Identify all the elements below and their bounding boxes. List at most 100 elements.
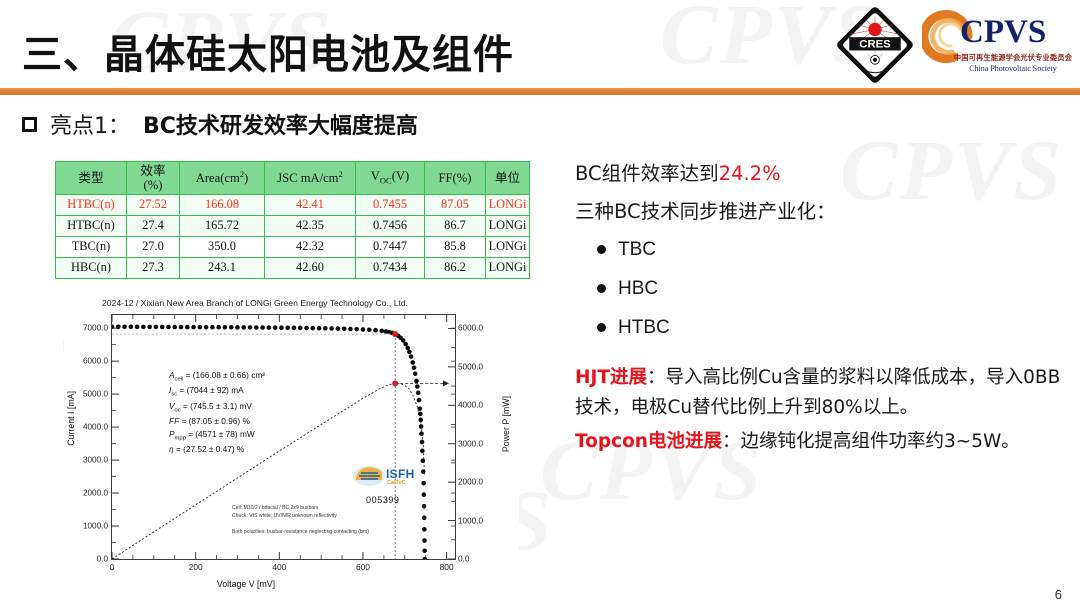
chart-x-axis-label: Voltage V [mV] [216, 579, 276, 589]
y-tick-label: 6000.0 [82, 356, 108, 366]
col-area: Area(cm2) [179, 161, 265, 195]
table-body: HTBC(n) 27.52 166.08 42.41 0.7455 87.05 LONGi H… [55, 194, 530, 279]
chart-parameter-block: Acell = (166.08 ± 0.66) cm² Isc = (7044 ±… [169, 369, 265, 456]
y2-tick-label: 1000.0 [458, 516, 484, 526]
bullet-dot-icon [597, 323, 606, 333]
bc-tech-label: HBC [618, 277, 659, 299]
topcon-text: ：边缘钝化提高组件功率约3~5W。 [721, 430, 1020, 452]
col-voc: VOC(V) [355, 161, 425, 195]
bullet-dot-icon [597, 245, 606, 255]
bc-tech-intro: 三种BC技术同步推进产业化： [575, 200, 836, 224]
cell-type: HBC(n) [55, 257, 127, 279]
cell-type: TBC(n) [55, 236, 127, 258]
heading-text: BC技术研发效率大幅度提高 [143, 114, 418, 139]
x-tick-label: 800 [439, 562, 454, 572]
cell-type: HTBC(n) [55, 215, 127, 237]
cell-jsc: 42.60 [264, 257, 356, 279]
y2-tick-label: 4000.0 [458, 400, 484, 410]
x-tick-label: 600 [355, 562, 370, 572]
bc-tech-label: TBC [618, 238, 656, 260]
cell-jsc: 42.32 [264, 236, 356, 258]
cell-ff: 85.8 [424, 236, 486, 258]
cell-voc: 0.7447 [355, 236, 425, 258]
y2-tick-label: 3000.0 [458, 439, 484, 449]
y-tick-label: 0.0 [96, 554, 108, 564]
module-efficiency-prefix: BC组件效率达到 [575, 162, 719, 185]
hjt-label: HJT进展 [575, 366, 647, 388]
cell-voc: 0.7455 [355, 194, 425, 216]
cell-voc: 0.7434 [355, 257, 425, 279]
cell-type: HTBC(n) [55, 194, 127, 216]
cell-eff: 27.0 [126, 236, 180, 258]
bc-tech-item: HBC [597, 278, 1065, 300]
cell-unit: LONGi [485, 236, 530, 258]
cpvs-logo-icon: CPVS 中国可再生能源学会光伏专业委员会 China Photovoltaic… [919, 8, 1072, 82]
cell-area: 243.1 [179, 257, 265, 279]
header-divider [0, 88, 1080, 95]
chart-parameter: Pmpp = (4571 ± 78) mW [169, 428, 255, 442]
module-efficiency-line: BC组件效率达到24.2% [575, 162, 1065, 186]
chart-parameter: η = (27.52 ± 0.47) % [169, 444, 245, 455]
cell-eff: 27.52 [126, 194, 180, 216]
right-content-panel: BC组件效率达到24.2% 三种BC技术同步推进产业化： TBC HBC HTBC … [575, 162, 1065, 457]
y2-tick-label: 2000.0 [458, 477, 484, 487]
cell-voc: 0.7456 [355, 215, 425, 237]
logo-group: CRES CPVS [836, 6, 1072, 84]
page-title: 三、晶体硅太阳电池及组件 [22, 32, 514, 78]
y-tick-label: 2000.0 [82, 488, 108, 498]
col-unit: 单位 [485, 161, 530, 195]
y-tick-label: 4000.0 [82, 422, 108, 432]
cell-ff: 86.7 [424, 215, 486, 237]
table-header-row: 类型 效率 (%) Area(cm2) JSC mA/cm2 VOC(V) FF(… [55, 161, 530, 195]
table-row: HTBC(n) 27.52 166.08 42.41 0.7455 87.05 LONGi [55, 194, 530, 216]
iv-chart: 2024-12 / Xixian New Area Branch of LONG… [64, 296, 519, 596]
chart-parameter: Isc = (7044 ± 92) mA [169, 385, 244, 399]
performance-table: 类型 效率 (%) Area(cm2) JSC mA/cm2 VOC(V) FF(… [55, 161, 530, 279]
isfh-sub: CalTeC [387, 480, 406, 486]
heading-prefix: 亮点1： [50, 114, 130, 139]
chart-canvas [109, 315, 455, 562]
y-tick-label: 1000.0 [82, 521, 108, 531]
chart-title: 2024-12 / Xixian New Area Branch of LONG… [102, 298, 409, 308]
topcon-paragraph: Topcon电池进展：边缘钝化提高组件功率约3~5W。 [575, 427, 1065, 457]
cres-logo-icon: CRES [836, 6, 914, 84]
chart-serial-number: 005399 [366, 495, 400, 505]
y2-tick-label: 6000.0 [458, 323, 484, 333]
performance-table-wrap: 类型 效率 (%) Area(cm2) JSC mA/cm2 VOC(V) FF(… [55, 161, 530, 279]
col-type: 类型 [55, 161, 127, 195]
page-number: 6 [1054, 587, 1062, 602]
table-row: HTBC(n) 27.4 165.72 42.35 0.7456 86.7 LONGi [55, 215, 530, 237]
section-heading: 亮点1： BC技术研发效率大幅度提高 [22, 108, 418, 140]
y-tick-label: 5000.0 [82, 389, 108, 399]
y2-tick-label: 5000.0 [458, 362, 484, 372]
bc-tech-label: HTBC [618, 316, 670, 338]
svg-text:CRES: CRES [859, 39, 891, 51]
cell-area: 350.0 [179, 236, 265, 258]
chart-plot-area: Acell = (166.08 ± 0.66) cm² Isc = (7044 ±… [109, 314, 456, 562]
cell-ff: 87.05 [424, 194, 486, 216]
bullet-dot-icon [597, 284, 606, 294]
chart-footnote-3: Both polarities: busbar-resistance negle… [232, 529, 370, 535]
cell-area: 166.08 [179, 194, 265, 216]
isfh-wordmark: ISFH [386, 467, 415, 481]
module-efficiency-value: 24.2% [718, 162, 781, 185]
chart-footnote-2: Chuck: VIS white, UV/NIR unknown reflect… [232, 513, 337, 519]
col-ff: FF(%) [424, 161, 486, 195]
col-jsc: JSC mA/cm2 [264, 161, 356, 195]
chart-y2-axis-label: Power P [mW] [501, 396, 511, 453]
cell-jsc: 42.35 [264, 215, 356, 237]
x-tick-label: 400 [272, 562, 287, 572]
chart-parameter: FF = (87.05 ± 0.96) % [169, 416, 250, 427]
col-efficiency: 效率 (%) [126, 161, 180, 195]
bc-tech-list: TBC HBC HTBC [597, 239, 1065, 339]
cell-unit: LONGi [485, 257, 530, 279]
cell-unit: LONGi [485, 194, 530, 216]
bc-tech-item: TBC [597, 239, 1065, 261]
chart-y-axis-label: Current I [mA] [66, 391, 76, 446]
cell-area: 165.72 [179, 215, 265, 237]
isfh-logo-icon: ISFH CalTeC [352, 464, 427, 490]
x-tick-label: 200 [188, 562, 203, 572]
chart-footnote-1: Cell: M10/2 / bifacial / BC 2x9 busbars [232, 505, 319, 511]
cpvs-english-name: China Photovoltaic Society [969, 64, 1057, 73]
